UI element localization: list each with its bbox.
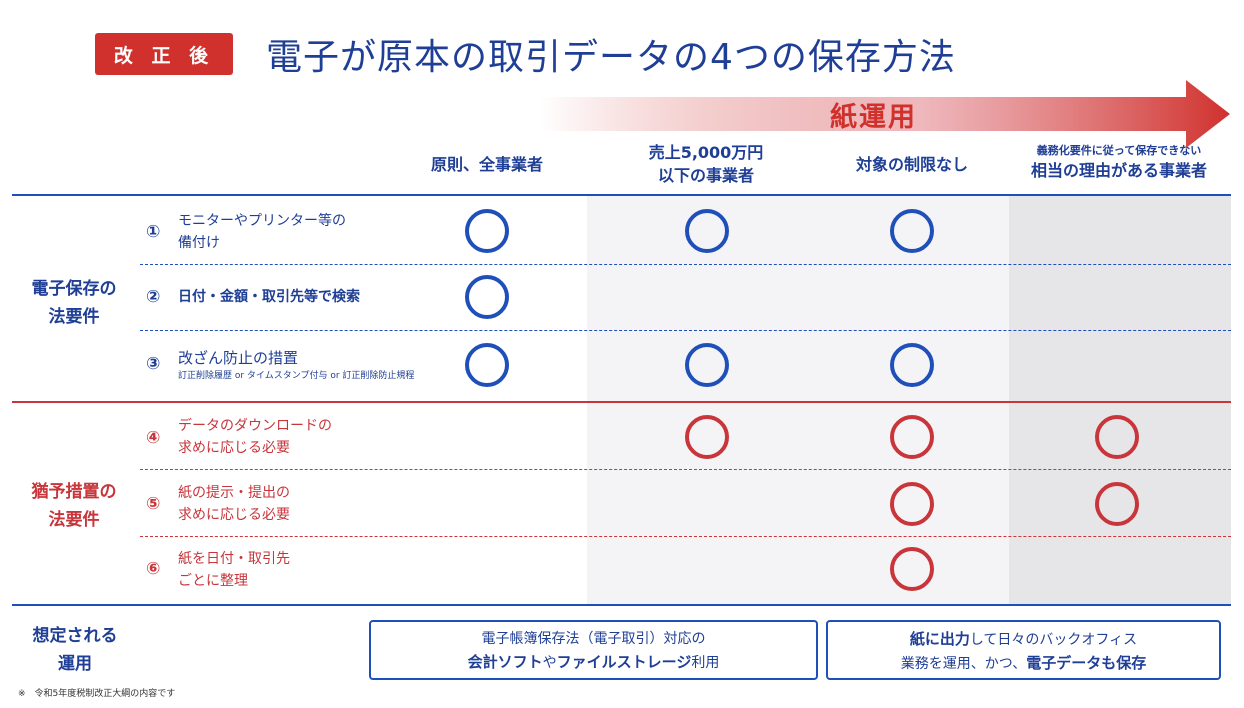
row-number-6: ⑥ [146, 559, 161, 579]
row-number-5: ⑤ [146, 494, 161, 514]
row-number-1: ① [146, 222, 161, 242]
column-shade-light [587, 195, 1009, 605]
column-header-justified-reason: 義務化要件に従って保存できない 相当の理由がある事業者 [1030, 144, 1207, 180]
group-label-electronic: 電子保存の 法要件 [31, 279, 117, 327]
mark-row1-col3 [890, 209, 934, 253]
column-header-all: 原則、全事業者 [430, 155, 543, 174]
column-shade-dark [1009, 195, 1231, 605]
mark-row4-col2 [685, 415, 729, 459]
mark-row5-col3 [890, 482, 934, 526]
divider-group [12, 401, 1231, 403]
mark-row1-col2 [685, 209, 729, 253]
row-label-1: モニターやプリンター等の 備付け [178, 213, 346, 251]
mark-row1-col1 [465, 209, 509, 253]
divider-top [12, 194, 1231, 196]
revised-badge: 改 正 後 [95, 33, 233, 75]
paper-operation-arrow [540, 80, 1230, 148]
mark-row4-col4 [1095, 415, 1139, 459]
row-number-2: ② [146, 287, 161, 307]
mark-row6-col3 [890, 547, 934, 591]
divider-row-1 [140, 264, 1231, 265]
mark-row3-col3 [890, 343, 934, 387]
mark-row3-col1 [465, 343, 509, 387]
row-label-4: データのダウンロードの 求めに応じる必要 [178, 418, 332, 456]
row-label-5: 紙の提示・提出の 求めに応じる必要 [178, 485, 290, 523]
operation-box-electronic: 電子帳簿保存法（電子取引）対応の 会計ソフトやファイルストレージ利用 [369, 620, 818, 680]
mark-row3-col2 [685, 343, 729, 387]
row-label-6: 紙を日付・取引先 ごとに整理 [178, 551, 290, 589]
divider-bottom [12, 604, 1231, 606]
operation-label: 想定される 運用 [32, 626, 118, 674]
mark-row4-col3 [890, 415, 934, 459]
page-title: 電子が原本の取引データの4つの保存方法 [266, 37, 956, 78]
row-number-4: ④ [146, 428, 161, 448]
row-label-2: 日付・金額・取引先等で検索 [178, 289, 360, 305]
row-label-3: 改ざん防止の措置 訂正削除履歴 or タイムスタンプ付与 or 訂正削除防止規程 [178, 349, 415, 381]
operation-box-paper: 紙に出力して日々のバックオフィス 業務を運用、かつ、電子データも保存 [826, 620, 1221, 680]
column-header-small-business: 売上5,000万円 以下の事業者 [648, 143, 764, 185]
column-header-no-restriction: 対象の制限なし [855, 155, 968, 174]
divider-row-2 [140, 330, 1231, 331]
divider-row-5 [140, 536, 1231, 537]
divider-row-4 [140, 469, 1231, 470]
mark-row5-col4 [1095, 482, 1139, 526]
footnote: ※ 令和5年度税制改正大綱の内容です [18, 689, 176, 699]
row-number-3: ③ [146, 354, 161, 374]
arrow-label: 紙運用 [830, 102, 917, 133]
mark-row2-col1 [465, 275, 509, 319]
group-label-grace: 猶予措置の 法要件 [31, 482, 117, 530]
